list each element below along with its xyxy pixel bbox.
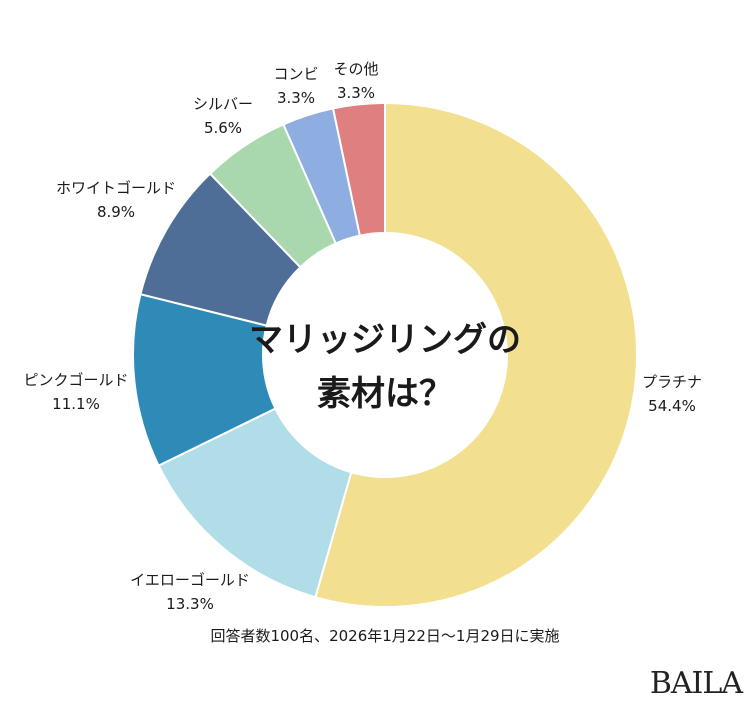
slice-label-yellow-gold: イエローゴールド 13.3%	[130, 571, 250, 613]
donut-slice-0	[314, 101, 638, 608]
center-title-line1: マリッジリングの	[249, 320, 521, 360]
slice-label-combi: コンビ 3.3%	[273, 65, 319, 107]
slice-label-white-gold: ホワイトゴールド 8.9%	[55, 179, 177, 221]
center-title-line2: 素材は？	[317, 374, 453, 414]
footnote: 回答者数100名、2026年1月22日～1月29日に実施	[210, 627, 560, 645]
slice-label-silver: シルバー 5.6%	[192, 95, 254, 137]
slice-label-pink-gold: ピンクゴールド 11.1%	[23, 371, 129, 413]
baila-logo: BAILA	[649, 666, 743, 701]
slice-label-platinum: プラチナ 54.4%	[641, 373, 703, 415]
center-title: マリッジリングの 素材は？	[249, 313, 521, 421]
donut-slice-6	[331, 101, 386, 237]
slice-label-other: その他 3.3%	[333, 60, 379, 102]
